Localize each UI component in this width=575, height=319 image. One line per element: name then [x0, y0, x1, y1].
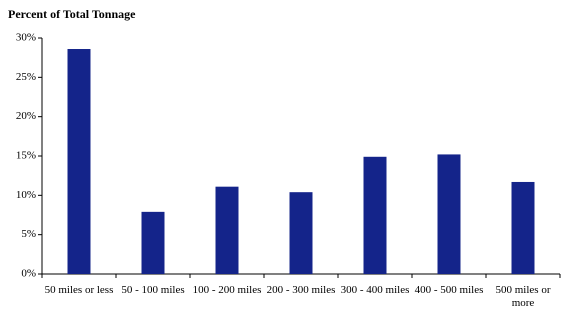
x-tick-label: 300 - 400 miles	[340, 284, 410, 296]
y-tick-label: 5%	[21, 228, 36, 240]
x-tick-label: 500 miles or more	[495, 284, 551, 309]
y-tick-label: 30%	[16, 32, 36, 44]
x-tick-label: 400 - 500 miles	[414, 284, 484, 296]
x-tick-label: 200 - 300 miles	[266, 284, 336, 296]
bar	[363, 156, 387, 274]
bar	[141, 211, 165, 274]
bar	[511, 181, 535, 274]
x-tick-label: 50 - 100 miles	[121, 284, 185, 296]
y-tick-label: 0%	[21, 268, 36, 280]
chart-title: Percent of Total Tonnage	[8, 7, 136, 21]
bar	[67, 49, 91, 274]
y-tick-label: 15%	[16, 150, 36, 162]
bar	[437, 154, 461, 274]
bar	[289, 192, 313, 274]
y-tick-label: 10%	[16, 189, 36, 201]
x-tick-label: 50 miles or less	[44, 284, 114, 296]
y-tick-label: 25%	[16, 71, 36, 83]
bar	[215, 186, 239, 274]
y-tick-label: 20%	[16, 110, 36, 122]
x-tick-label: 100 - 200 miles	[192, 284, 262, 296]
